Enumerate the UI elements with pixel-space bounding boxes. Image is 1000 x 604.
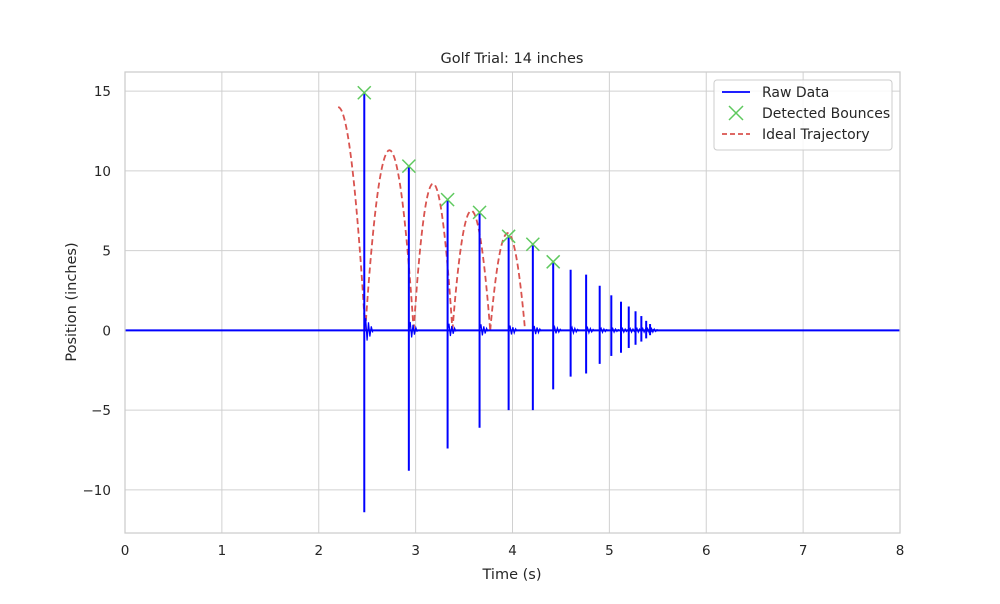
bounce-marker — [440, 192, 455, 207]
y-tick-label: −5 — [91, 403, 111, 419]
bounce-marker — [401, 159, 416, 174]
x-tick-label: 8 — [896, 543, 905, 559]
raw-ringing — [478, 324, 489, 336]
raw-ringing — [570, 325, 580, 336]
raw-ringing — [363, 318, 374, 341]
bounce-marker-stroke — [401, 159, 416, 174]
raw-ringing — [408, 321, 418, 338]
y-tick-label: 5 — [102, 244, 111, 260]
raw-ringing — [447, 323, 457, 337]
bounce-marker — [546, 254, 561, 269]
ideal-trajectory-series — [337, 106, 526, 331]
detected-bounces-series — [357, 85, 561, 269]
bounce-marker-stroke — [440, 192, 455, 207]
ideal-arc — [489, 232, 526, 331]
bounce-marker-stroke — [501, 229, 516, 244]
ideal-arc — [364, 149, 415, 331]
x-tick-label: 3 — [411, 543, 420, 559]
raw-ringing — [552, 324, 563, 334]
raw-ringing — [599, 326, 609, 335]
bounce-marker-stroke — [472, 205, 487, 220]
ideal-fall-segment — [337, 106, 367, 331]
y-tick-label: 15 — [94, 84, 111, 100]
bounce-marker-stroke — [525, 237, 540, 252]
y-axis-label: Position (inches) — [64, 242, 80, 361]
bounce-marker-stroke — [546, 254, 561, 269]
y-tick-label: 10 — [94, 164, 111, 180]
raw-ringing — [585, 325, 595, 335]
x-tick-label: 5 — [605, 543, 614, 559]
x-tick-label: 0 — [121, 543, 130, 559]
x-tick-label: 1 — [218, 543, 227, 559]
legend-raw-label: Raw Data — [762, 85, 829, 101]
legend-ideal-label: Ideal Trajectory — [762, 127, 870, 143]
ideal-arc — [412, 182, 454, 331]
chart-title: Golf Trial: 14 inches — [441, 51, 584, 67]
bounce-marker — [501, 229, 516, 244]
x-tick-label: 2 — [314, 543, 323, 559]
raw-data-series — [125, 92, 900, 513]
bounce-marker — [472, 205, 487, 220]
legend-bounce-label: Detected Bounces — [762, 106, 890, 122]
raw-ringing — [610, 327, 621, 334]
x-tick-labels: 0 1 2 3 4 5 6 7 8 — [121, 543, 905, 559]
x-tick-label: 7 — [799, 543, 808, 559]
legend: Raw Data Detected Bounces Ideal Trajecto… — [713, 79, 893, 151]
raw-ringing — [508, 325, 518, 335]
y-tick-label: 0 — [102, 323, 111, 339]
bounce-marker-stroke — [357, 85, 372, 100]
x-axis-label: Time (s) — [482, 567, 542, 583]
y-tick-labels: −10 −5 0 5 10 15 — [83, 84, 112, 499]
raw-ringing — [649, 327, 659, 334]
raw-ringing — [532, 325, 542, 335]
x-tick-label: 6 — [702, 543, 711, 559]
bounce-marker — [525, 237, 540, 252]
plot-frame — [124, 71, 901, 534]
y-tick-label: −10 — [83, 483, 112, 499]
legend-box — [713, 79, 893, 151]
ideal-arc — [451, 209, 492, 331]
x-tick-label: 4 — [508, 543, 517, 559]
legend-bounce-swatch — [728, 105, 744, 121]
bounce-marker — [357, 85, 372, 100]
